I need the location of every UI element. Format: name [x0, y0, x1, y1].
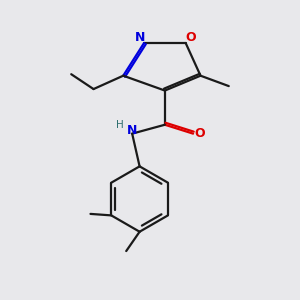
Text: O: O [186, 31, 196, 44]
Text: N: N [127, 124, 137, 136]
Text: H: H [116, 120, 124, 130]
Text: N: N [134, 31, 145, 44]
Text: O: O [194, 127, 205, 140]
